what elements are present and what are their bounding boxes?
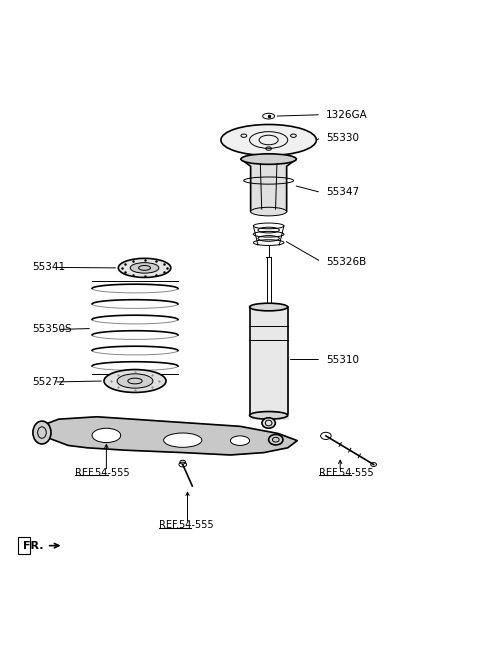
Text: 55310: 55310: [326, 355, 359, 365]
Text: REF.54-555: REF.54-555: [159, 520, 214, 530]
Text: 55347: 55347: [326, 187, 359, 198]
Text: 55326B: 55326B: [326, 257, 366, 267]
Polygon shape: [241, 159, 296, 212]
Text: REF.54-555: REF.54-555: [75, 468, 130, 478]
Text: 1326GA: 1326GA: [326, 110, 368, 120]
Ellipse shape: [221, 124, 316, 156]
Text: 55330: 55330: [326, 133, 359, 143]
Text: FR.: FR.: [23, 541, 43, 551]
Polygon shape: [250, 307, 288, 419]
Ellipse shape: [269, 434, 283, 445]
Ellipse shape: [164, 433, 202, 447]
Polygon shape: [39, 417, 297, 455]
Ellipse shape: [92, 428, 120, 443]
Ellipse shape: [250, 411, 288, 419]
Ellipse shape: [117, 374, 153, 388]
Ellipse shape: [250, 304, 288, 311]
Ellipse shape: [104, 369, 166, 392]
Bar: [18, 537, 30, 555]
Ellipse shape: [33, 421, 51, 444]
Text: 55341: 55341: [33, 262, 66, 273]
Ellipse shape: [251, 208, 287, 216]
Text: REF.54-555: REF.54-555: [319, 468, 373, 478]
Ellipse shape: [118, 258, 171, 277]
Ellipse shape: [262, 418, 276, 428]
Text: 55350S: 55350S: [33, 325, 72, 334]
Text: 55272: 55272: [33, 377, 66, 387]
Ellipse shape: [241, 154, 296, 164]
Ellipse shape: [130, 263, 159, 273]
Ellipse shape: [230, 436, 250, 445]
